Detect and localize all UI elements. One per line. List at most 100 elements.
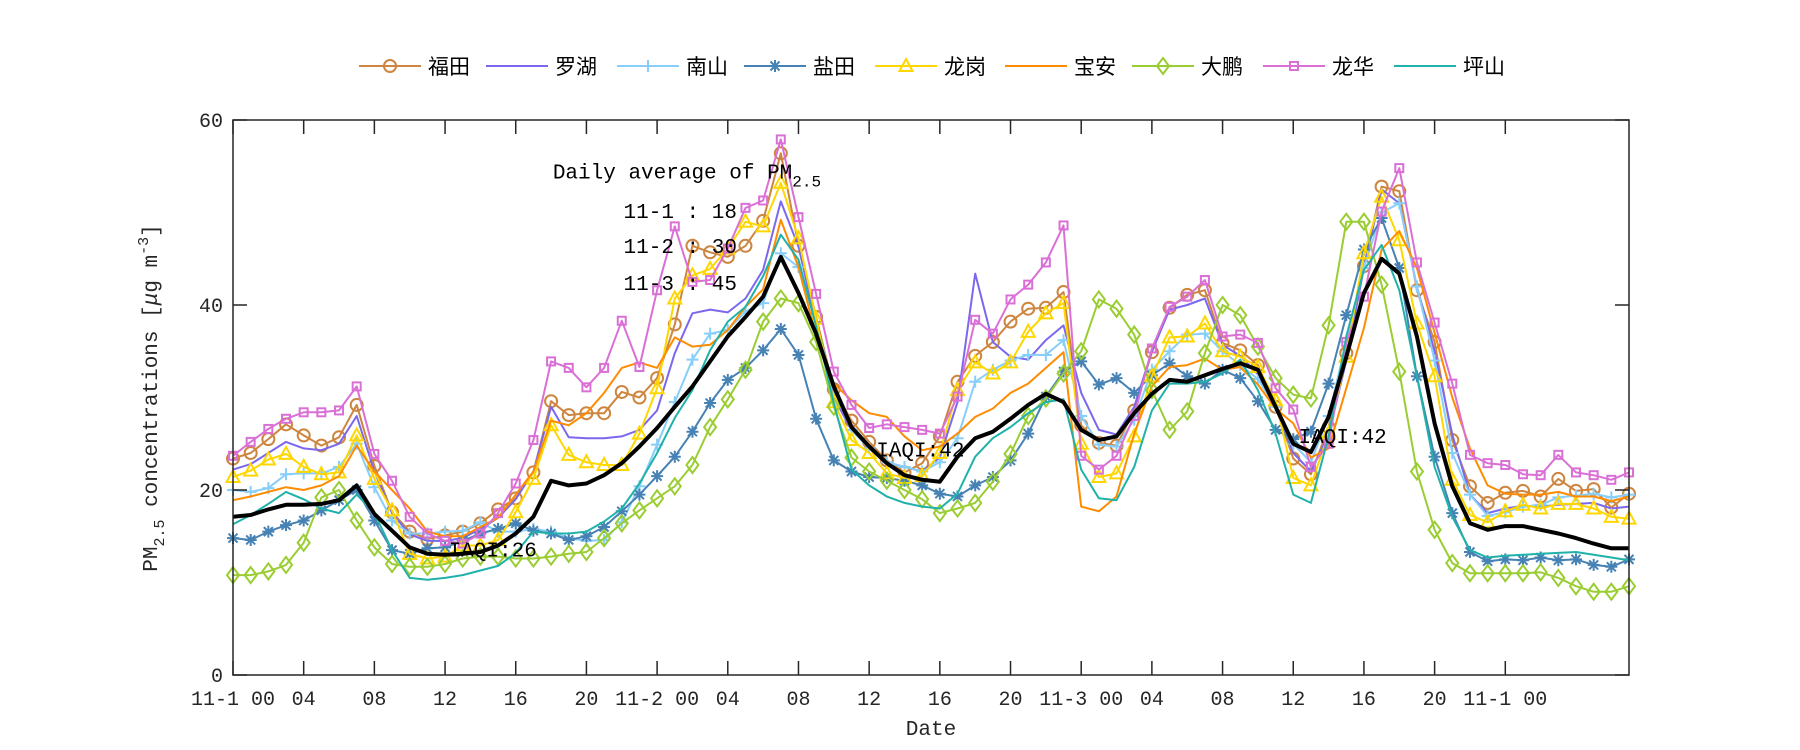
data-point (792, 348, 805, 361)
data-point (754, 217, 772, 233)
data-point (861, 461, 877, 482)
data-point (526, 548, 541, 569)
data-point (296, 533, 311, 553)
data-point (367, 537, 382, 558)
data-point (738, 360, 753, 380)
data-point (1552, 554, 1565, 567)
data-point (1463, 488, 1476, 501)
data-point (1196, 314, 1214, 330)
data-point (1179, 401, 1195, 422)
data-point (810, 412, 823, 425)
data-point (651, 470, 664, 483)
data-point (1305, 461, 1316, 472)
legend-marker-icon (1155, 56, 1171, 76)
data-point (1163, 357, 1176, 370)
data-point (1023, 279, 1034, 290)
data-point (421, 542, 434, 555)
data-point (1039, 390, 1052, 403)
data-point (737, 212, 754, 228)
data-point (1270, 383, 1281, 394)
data-point (634, 361, 645, 372)
data-point (581, 382, 592, 393)
data-point (1162, 420, 1177, 440)
data-point (932, 503, 948, 523)
series-8 (232, 233, 1630, 581)
data-point (1550, 494, 1567, 510)
data-point (1285, 468, 1302, 484)
data-point (1482, 458, 1493, 469)
data-point (1321, 315, 1336, 336)
data-point (440, 535, 451, 546)
data-point (667, 476, 683, 496)
data-point (578, 453, 595, 469)
daily-title-sub: 2.5 (792, 173, 821, 191)
data-point (881, 419, 892, 430)
data-point (562, 533, 575, 546)
data-point (1499, 553, 1512, 566)
data-point (525, 469, 542, 485)
data-point (1056, 363, 1071, 384)
data-point (897, 480, 912, 500)
data-point (793, 212, 804, 223)
data-point (952, 391, 963, 402)
iaqi-label: IAQI:42 (1299, 427, 1387, 450)
data-point (1586, 582, 1601, 602)
data-point (648, 379, 666, 395)
data-point (1161, 328, 1178, 344)
data-point (1445, 553, 1460, 573)
x-tick-label: 12 (857, 689, 881, 712)
data-point (1199, 275, 1210, 286)
data-point (985, 472, 1001, 492)
data-point (845, 465, 858, 478)
y-tick-label: 0 (211, 666, 223, 689)
x-tick-label: 11-1 00 (1463, 689, 1547, 712)
data-point (596, 528, 612, 548)
data-point (1181, 370, 1194, 383)
legend-item: 罗湖 (486, 55, 597, 79)
data-point (757, 344, 770, 357)
data-point (1286, 385, 1301, 405)
data-point (1517, 469, 1528, 480)
data-point (1411, 257, 1422, 268)
data-point (774, 323, 787, 336)
data-point (1514, 495, 1532, 511)
data-point (1374, 274, 1389, 295)
data-point (1394, 163, 1405, 174)
y-label-close: ] (141, 224, 164, 237)
legend-item: 龙岗 (875, 55, 986, 79)
data-point (685, 455, 700, 475)
y-label-main: PM (141, 547, 164, 572)
data-point (1375, 212, 1388, 225)
data-point (687, 276, 698, 287)
data-point (1197, 343, 1213, 363)
legend-label: 龙岗 (944, 55, 986, 79)
data-point (295, 457, 312, 473)
data-point (439, 541, 452, 554)
data-point (702, 417, 718, 437)
data-point (1182, 291, 1193, 302)
legend-label: 南山 (686, 55, 728, 79)
data-point (1532, 499, 1549, 515)
data-point (1091, 289, 1107, 310)
data-point (1588, 470, 1599, 481)
x-tick-label: 20 (574, 689, 598, 712)
data-point (1128, 386, 1141, 399)
iaqi-label: IAQI:42 (876, 441, 964, 464)
x-tick-label: 11-1 00 (191, 689, 275, 712)
data-point (560, 445, 577, 461)
data-point (1075, 355, 1088, 368)
data-point (632, 390, 647, 405)
data-point (631, 424, 648, 440)
data-point (1355, 244, 1373, 260)
y-tick-label: 20 (199, 481, 223, 504)
data-point (878, 464, 896, 480)
data-point (1373, 187, 1390, 203)
data-point (668, 450, 681, 463)
data-point (1092, 378, 1105, 391)
data-point (1304, 425, 1317, 438)
data-point (350, 484, 363, 496)
data-point (970, 314, 981, 325)
y-tick-label: 60 (199, 111, 223, 134)
data-point (1217, 331, 1228, 342)
data-point (1533, 562, 1548, 582)
